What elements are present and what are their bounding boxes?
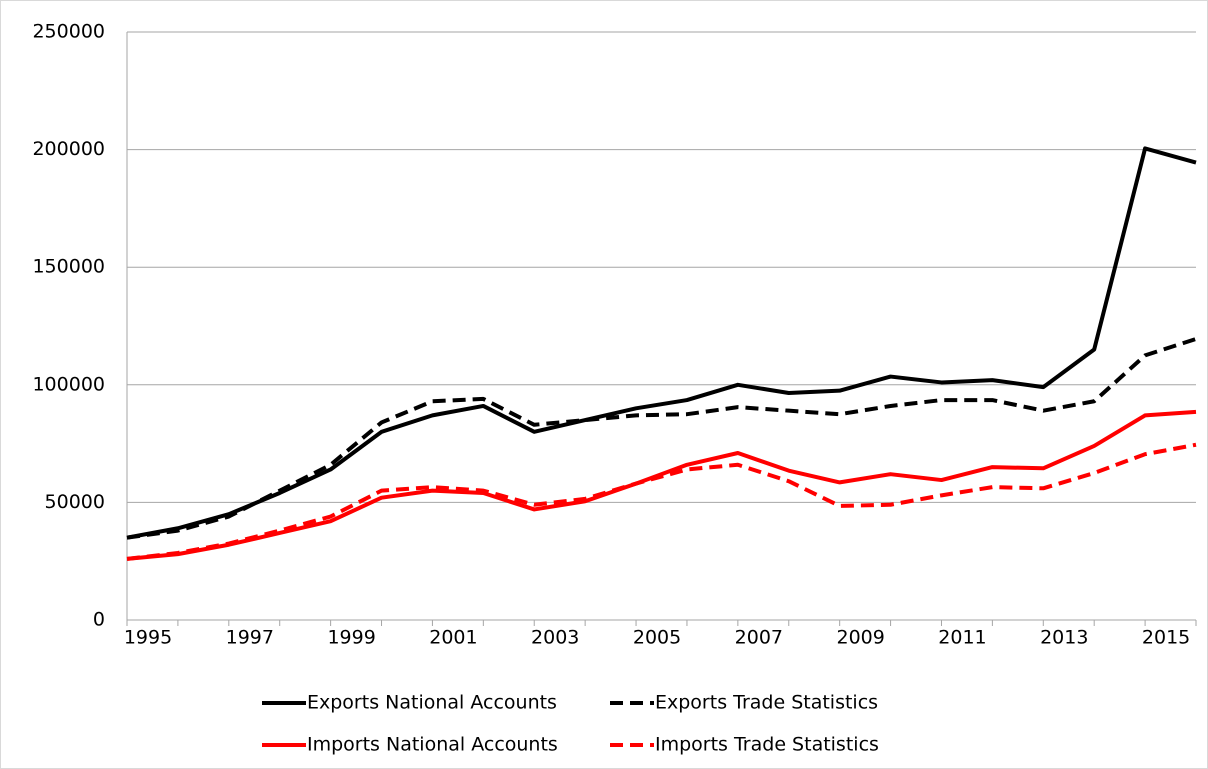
x-tick-label: 2001: [429, 627, 477, 649]
x-tick-label: 1995: [124, 627, 172, 649]
y-tick-label: 0: [93, 609, 105, 631]
y-tick-label: 250000: [32, 21, 105, 43]
x-tick-label: 2007: [735, 627, 783, 649]
x-tick-label: 1999: [327, 627, 375, 649]
x-tick-label: 2005: [633, 627, 681, 649]
legend-label: Exports National Accounts: [307, 692, 557, 714]
y-tick-label: 150000: [32, 256, 105, 278]
legend-label: Exports Trade Statistics: [655, 692, 878, 714]
series-line: [126, 337, 1197, 540]
x-tick-label: 2011: [938, 627, 986, 649]
x-tick-label: 2003: [531, 627, 579, 649]
y-tick-label: 100000: [32, 373, 105, 395]
y-tick-label: 200000: [32, 138, 105, 160]
legend-label: Imports Trade Statistics: [655, 734, 879, 756]
y-tick-label: 50000: [45, 491, 105, 513]
legend-label: Imports National Accounts: [307, 734, 558, 756]
x-tick-label: 2015: [1142, 627, 1190, 649]
series-line: [126, 442, 1197, 561]
x-tick-label: 1997: [226, 627, 274, 649]
x-tick-label: 2013: [1040, 627, 1088, 649]
x-tick-label: 2009: [836, 627, 884, 649]
series-line: [126, 409, 1197, 561]
series-line: [126, 146, 1197, 540]
